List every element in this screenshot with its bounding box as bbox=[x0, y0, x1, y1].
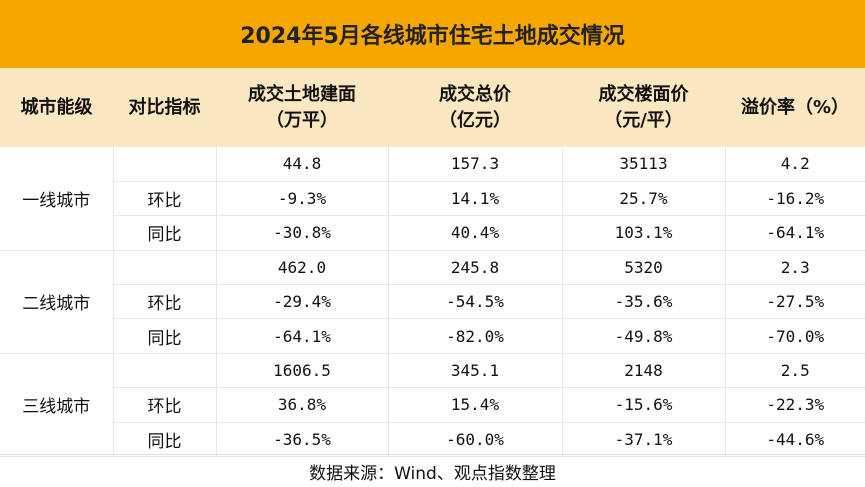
total-price-cell: 15.4% bbox=[388, 387, 563, 423]
premium-cell: 2.5 bbox=[725, 353, 865, 389]
total-price-cell: 14.1% bbox=[388, 181, 563, 217]
total-price-cell: 345.1 bbox=[388, 353, 563, 389]
header-total-price-line2: （亿元） bbox=[439, 109, 511, 131]
page-title: 2024年5月各线城市住宅土地成交情况 bbox=[0, 0, 865, 68]
metric-cell: 同比 bbox=[113, 422, 217, 458]
premium-cell: -64.1% bbox=[725, 215, 865, 251]
city-tier-cell: 三线城市 bbox=[0, 353, 114, 458]
city-tier-cell: 一线城市 bbox=[0, 147, 114, 251]
premium-cell: 4.2 bbox=[725, 147, 865, 182]
premium-cell: -16.2% bbox=[725, 181, 865, 217]
metric-cell bbox=[113, 353, 217, 389]
table-row: 环比 -9.3% 14.1% 25.7% -16.2% bbox=[0, 181, 865, 217]
floor-price-cell: -15.6% bbox=[562, 387, 726, 423]
total-price-cell: 245.8 bbox=[388, 250, 563, 286]
header-metric: 对比指标 bbox=[128, 96, 201, 118]
total-price-cell: -82.0% bbox=[388, 318, 563, 354]
metric-cell: 环比 bbox=[113, 284, 217, 320]
floor-price-cell: 35113 bbox=[562, 147, 726, 182]
area-cell: -64.1% bbox=[216, 318, 389, 354]
total-price-cell: -60.0% bbox=[388, 422, 563, 458]
premium-cell: 2.3 bbox=[725, 250, 865, 286]
floor-price-cell: 103.1% bbox=[562, 215, 726, 251]
header-total-price: 成交总价 （亿元） bbox=[388, 68, 562, 147]
area-cell: -29.4% bbox=[216, 284, 389, 320]
metric-cell: 同比 bbox=[113, 215, 217, 251]
area-cell: -9.3% bbox=[216, 181, 389, 217]
header-city-tier: 城市能级 bbox=[20, 96, 93, 118]
floor-price-cell: -35.6% bbox=[562, 284, 726, 320]
header-premium: 溢价率（%） bbox=[740, 96, 850, 118]
header-floor-price-line2: （元/平） bbox=[604, 109, 683, 131]
premium-cell: -27.5% bbox=[725, 284, 865, 320]
header-floor-price-line1: 成交楼面价 bbox=[598, 83, 689, 105]
area-cell: 1606.5 bbox=[216, 353, 389, 389]
land-transaction-table: 城市能级 对比指标 成交土地建面 （万平） 成交总价 （亿元） 成交楼面价 （元… bbox=[0, 68, 865, 458]
area-cell: -36.5% bbox=[216, 422, 389, 458]
metric-cell bbox=[113, 147, 217, 182]
area-cell: 462.0 bbox=[216, 250, 389, 286]
header-area-line1: 成交土地建面 bbox=[248, 83, 356, 105]
metric-cell: 同比 bbox=[113, 318, 217, 354]
header-area: 成交土地建面 （万平） bbox=[216, 68, 388, 147]
table-row: 同比 -36.5% -60.0% -37.1% -44.6% bbox=[0, 422, 865, 458]
area-cell: 44.8 bbox=[216, 147, 389, 182]
table-row: 二线城市 462.0 245.8 5320 2.3 bbox=[0, 250, 865, 354]
floor-price-cell: 25.7% bbox=[562, 181, 726, 217]
metric-cell: 环比 bbox=[113, 181, 217, 217]
total-price-cell: -54.5% bbox=[388, 284, 563, 320]
premium-cell: -44.6% bbox=[725, 422, 865, 458]
table-row: 环比 -29.4% -54.5% -35.6% -27.5% bbox=[0, 284, 865, 320]
city-tier-cell: 二线城市 bbox=[0, 250, 114, 354]
table-header-row: 城市能级 对比指标 成交土地建面 （万平） 成交总价 （亿元） 成交楼面价 （元… bbox=[0, 68, 865, 147]
footer-divider bbox=[0, 454, 865, 455]
premium-cell: -22.3% bbox=[725, 387, 865, 423]
source-note: 数据来源：Wind、观点指数整理 bbox=[309, 463, 556, 484]
metric-cell: 环比 bbox=[113, 387, 217, 423]
header-floor-price: 成交楼面价 （元/平） bbox=[562, 68, 725, 147]
floor-price-cell: 5320 bbox=[562, 250, 726, 286]
header-area-line2: （万平） bbox=[266, 109, 338, 131]
metric-cell bbox=[113, 250, 217, 286]
header-total-price-line1: 成交总价 bbox=[439, 83, 511, 105]
table-row: 同比 -64.1% -82.0% -49.8% -70.0% bbox=[0, 318, 865, 354]
area-cell: -30.8% bbox=[216, 215, 389, 251]
table-row: 一线城市 44.8 157.3 35113 4.2 bbox=[0, 147, 865, 251]
premium-cell: -70.0% bbox=[725, 318, 865, 354]
floor-price-cell: -49.8% bbox=[562, 318, 726, 354]
area-cell: 36.8% bbox=[216, 387, 389, 423]
floor-price-cell: -37.1% bbox=[562, 422, 726, 458]
total-price-cell: 40.4% bbox=[388, 215, 563, 251]
table-row: 环比 36.8% 15.4% -15.6% -22.3% bbox=[0, 387, 865, 423]
table-row: 三线城市 1606.5 345.1 2148 2.5 bbox=[0, 353, 865, 458]
total-price-cell: 157.3 bbox=[388, 147, 563, 182]
table-row: 同比 -30.8% 40.4% 103.1% -64.1% bbox=[0, 215, 865, 251]
floor-price-cell: 2148 bbox=[562, 353, 726, 389]
